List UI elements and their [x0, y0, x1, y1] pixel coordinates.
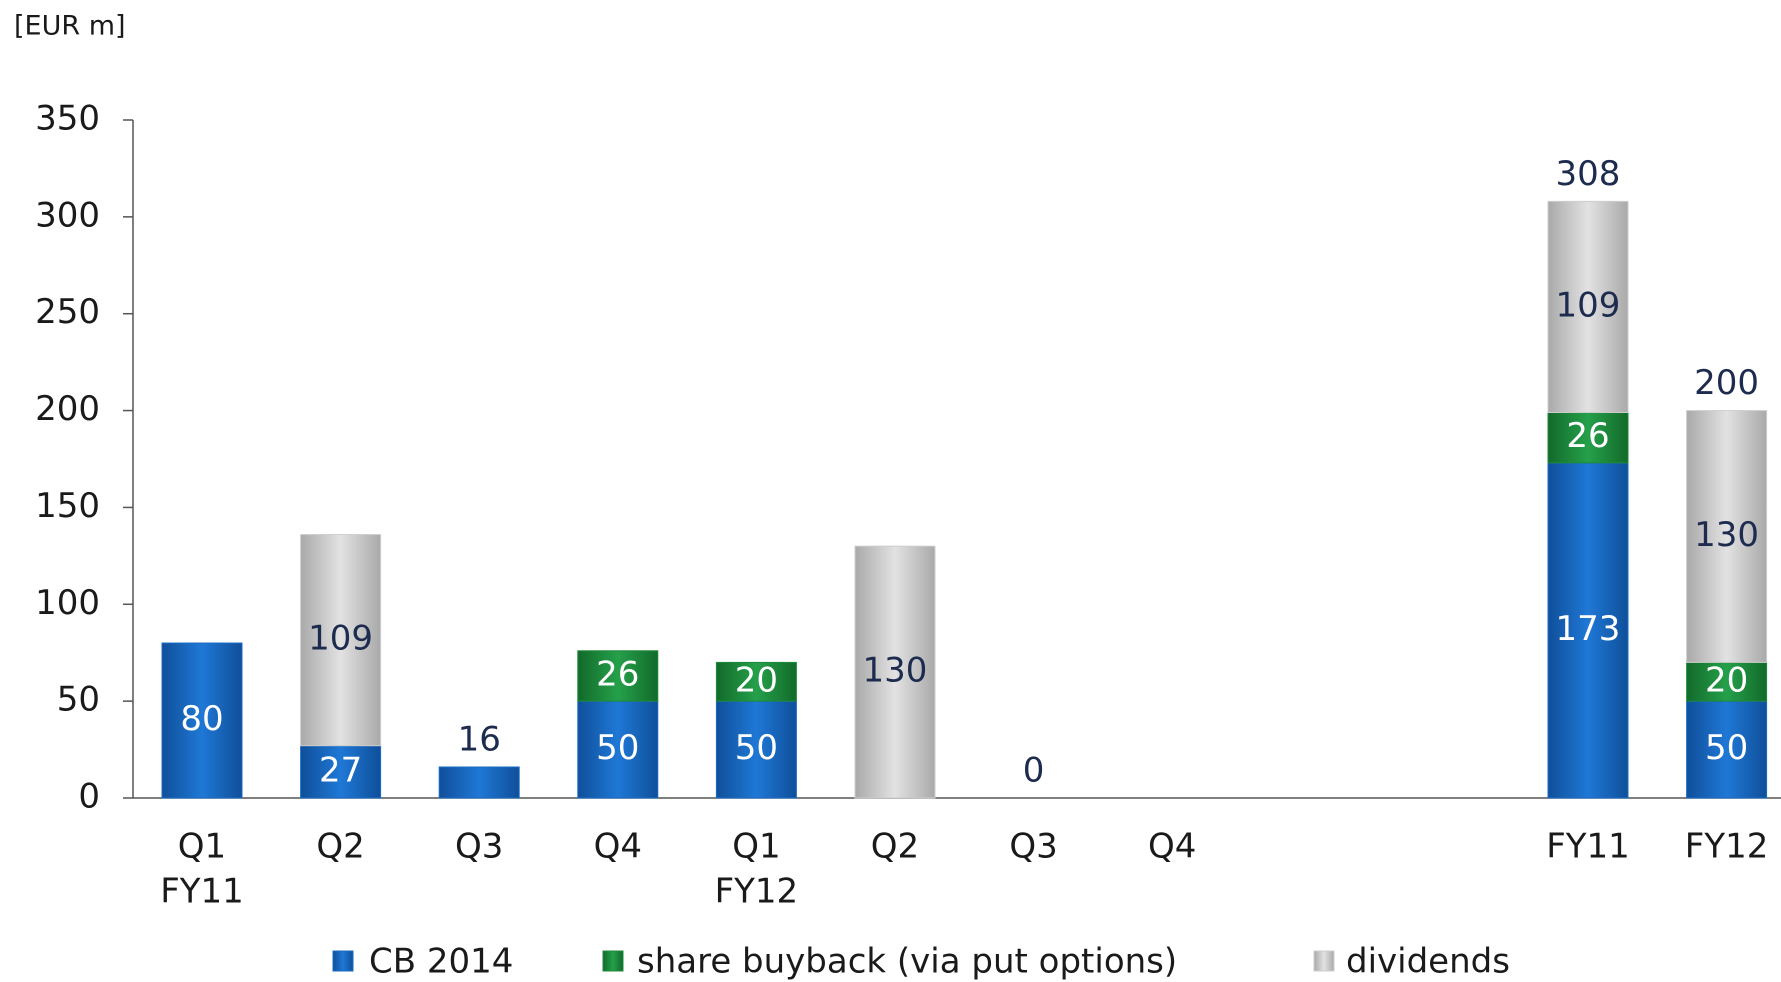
data-label: 130	[863, 651, 928, 691]
y-tick-label: 150	[35, 486, 100, 526]
y-tick-label: 300	[35, 195, 100, 235]
total-label: 0	[1023, 751, 1045, 791]
x-tick-label: Q4	[594, 827, 642, 867]
bar-segment	[854, 545, 936, 799]
bar-segment	[715, 661, 797, 702]
bar-segment	[715, 700, 797, 799]
data-label: 130	[1694, 515, 1759, 555]
legend-label: CB 2014	[369, 942, 513, 982]
x-tick-label: FY11	[160, 872, 244, 912]
bar-segment	[161, 642, 243, 799]
y-tick-label: 0	[78, 777, 100, 817]
data-label: 20	[735, 660, 778, 700]
legend-label: share buyback (via put options)	[637, 942, 1177, 982]
bar-segment	[300, 534, 382, 747]
data-label: 27	[319, 750, 362, 790]
y-tick-label: 50	[57, 680, 100, 720]
x-tick-label: Q3	[455, 827, 503, 867]
bar-segment	[1547, 462, 1629, 799]
x-tick-label: FY12	[1685, 827, 1769, 867]
x-tick-label: Q2	[316, 827, 364, 867]
total-label: 16	[458, 720, 501, 760]
data-label: 50	[735, 728, 778, 768]
x-tick-label: Q1	[732, 827, 780, 867]
data-label: 109	[308, 619, 373, 659]
data-label: 50	[596, 728, 639, 768]
unit-label: [EUR m]	[14, 11, 126, 42]
data-label: 109	[1556, 285, 1621, 325]
legend-label: dividends	[1346, 942, 1510, 982]
bar-segment	[438, 766, 520, 799]
bar-segment	[1547, 412, 1629, 464]
data-label: 173	[1556, 609, 1621, 649]
data-label: 50	[1705, 728, 1748, 768]
x-tick-label: Q3	[1009, 827, 1057, 867]
bar-segment	[300, 745, 382, 799]
legend-swatch	[602, 950, 624, 972]
x-tick-label: FY11	[1546, 827, 1630, 867]
x-tick-label: Q4	[1148, 827, 1196, 867]
total-label: 200	[1694, 363, 1759, 403]
data-label: 80	[180, 699, 223, 739]
bar-segment	[577, 700, 659, 799]
data-label: 20	[1705, 660, 1748, 700]
legend-swatch	[1313, 950, 1335, 972]
bar-segment	[577, 650, 659, 702]
legend-swatch	[332, 950, 354, 972]
bar-segment	[1686, 410, 1768, 663]
bar-segment	[1686, 661, 1768, 702]
bar-segment	[1686, 700, 1768, 799]
y-tick-label: 200	[35, 389, 100, 429]
y-tick-label: 100	[35, 583, 100, 623]
x-tick-label: FY12	[715, 872, 799, 912]
data-label: 26	[596, 654, 639, 694]
y-tick-label: 350	[35, 99, 100, 139]
y-tick-label: 250	[35, 292, 100, 332]
x-tick-label: Q2	[871, 827, 919, 867]
bar-segment	[1547, 200, 1629, 414]
x-tick-label: Q1	[178, 827, 226, 867]
data-label: 26	[1566, 416, 1609, 456]
total-label: 308	[1556, 154, 1621, 194]
